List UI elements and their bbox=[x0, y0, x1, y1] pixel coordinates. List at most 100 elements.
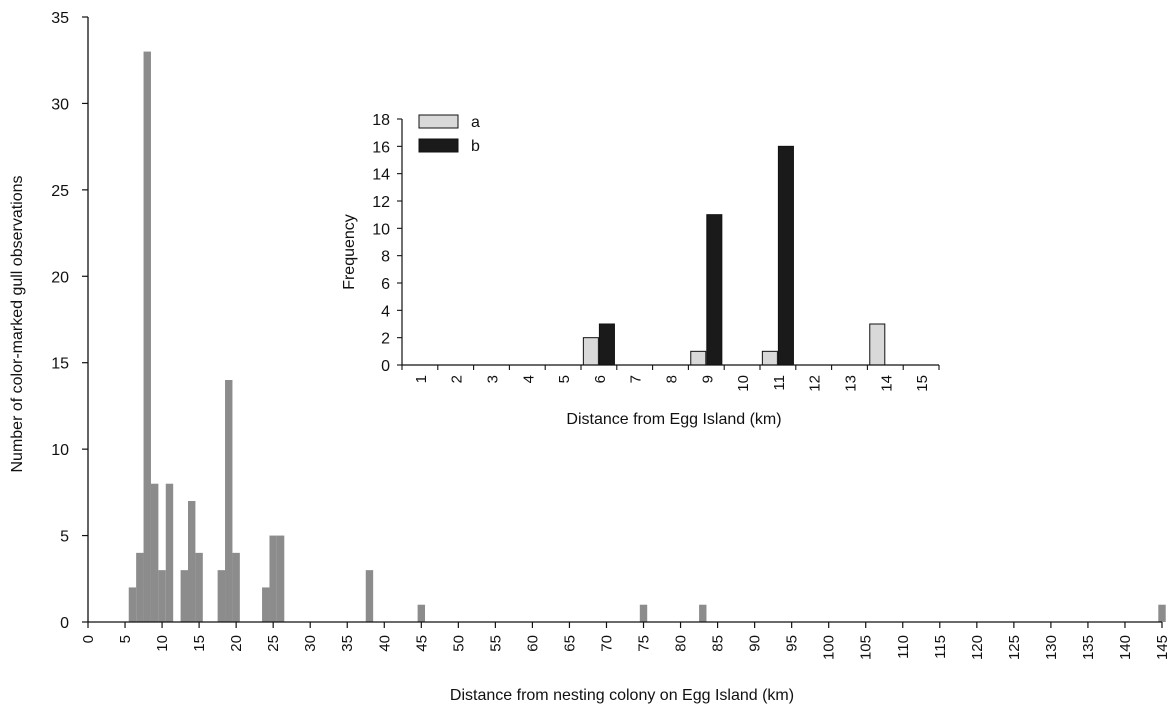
main-bar bbox=[158, 570, 166, 622]
main-x-tick-label: 95 bbox=[784, 635, 801, 652]
main-x-tick-label: 55 bbox=[487, 635, 504, 652]
inset-x-tick-label: 7 bbox=[628, 375, 645, 383]
main-x-tick-label: 10 bbox=[154, 635, 171, 652]
legend-swatch-a bbox=[418, 114, 459, 129]
inset-x-tick-label: 10 bbox=[735, 375, 752, 392]
inset-x-tick-label: 13 bbox=[843, 375, 860, 392]
main-x-tick-label: 25 bbox=[265, 635, 282, 652]
main-y-tick-label: 0 bbox=[60, 615, 69, 632]
main-bar bbox=[639, 604, 648, 622]
main-x-tick-label: 0 bbox=[80, 635, 97, 643]
main-y-tick-label: 25 bbox=[51, 183, 69, 200]
main-bar bbox=[276, 535, 285, 622]
main-x-tick-label: 125 bbox=[1006, 635, 1023, 660]
inset-x-tick-label: 5 bbox=[556, 375, 573, 383]
main-bar bbox=[143, 51, 151, 622]
main-x-tick-label: 80 bbox=[673, 635, 690, 652]
inset-x-tick-label: 1 bbox=[413, 375, 430, 383]
main-x-tick-label: 130 bbox=[1043, 635, 1060, 660]
inset-y-tick-label: 0 bbox=[381, 358, 390, 375]
inset-x-tick-label: 9 bbox=[699, 375, 716, 383]
main-bar bbox=[128, 587, 137, 622]
main-x-tick-label: 145 bbox=[1154, 635, 1171, 660]
main-x-tick-label: 45 bbox=[413, 635, 430, 652]
main-bar bbox=[1158, 604, 1166, 622]
inset-bars bbox=[582, 145, 886, 366]
main-bar bbox=[417, 604, 426, 622]
main-bar bbox=[195, 552, 203, 622]
main-bar bbox=[217, 570, 226, 622]
main-y-tick-label: 20 bbox=[51, 269, 69, 286]
main-x-tick-label: 85 bbox=[710, 635, 727, 652]
inset-x-tick-label: 3 bbox=[485, 375, 502, 383]
inset-x-tick-label: 6 bbox=[592, 375, 609, 383]
inset-x-tick-label: 14 bbox=[878, 375, 895, 392]
main-x-tick-label: 100 bbox=[821, 635, 838, 660]
inset-y-tick-label: 6 bbox=[381, 276, 390, 293]
main-bars bbox=[128, 51, 1166, 622]
inset-y-tick-label: 10 bbox=[372, 221, 390, 238]
main-x-tick-label: 120 bbox=[969, 635, 986, 660]
main-x-axis-label: Distance from nesting colony on Egg Isla… bbox=[450, 687, 794, 704]
main-y-tick-label: 30 bbox=[51, 96, 69, 113]
inset-bar-b bbox=[777, 145, 794, 366]
main-x-tick-label: 5 bbox=[117, 635, 134, 643]
inset-bar-b bbox=[706, 214, 723, 366]
main-x-tick-label: 140 bbox=[1117, 635, 1134, 660]
main-y-tick-label: 15 bbox=[51, 356, 69, 373]
inset-x-tick-label: 8 bbox=[664, 375, 681, 383]
inset-x-tick-label: 11 bbox=[771, 375, 788, 391]
main-x-tick-label: 65 bbox=[561, 635, 578, 652]
inset-bar-a bbox=[690, 350, 707, 366]
legend-label-b: b bbox=[471, 138, 480, 155]
inset-bar-a bbox=[869, 323, 886, 366]
main-bar bbox=[269, 535, 277, 622]
main-bar bbox=[136, 552, 144, 622]
inset-bar-a bbox=[761, 350, 778, 366]
main-x-tick-label: 15 bbox=[191, 635, 208, 652]
main-bar bbox=[165, 483, 174, 622]
main-x-tick-label: 135 bbox=[1080, 635, 1097, 660]
main-x-tick-label: 90 bbox=[747, 635, 764, 652]
main-bar bbox=[187, 501, 196, 622]
main-bar bbox=[150, 483, 159, 622]
main-bar bbox=[225, 380, 233, 622]
main-bar bbox=[262, 587, 270, 622]
main-x-tick-label: 35 bbox=[339, 635, 356, 652]
main-x-tick-label: 115 bbox=[932, 635, 949, 659]
main-x-tick-label: 70 bbox=[598, 635, 615, 652]
inset-x-tick-label: 15 bbox=[914, 375, 931, 392]
main-bar bbox=[699, 604, 707, 622]
main-x-tick-label: 40 bbox=[376, 635, 393, 652]
main-y-tick-label: 35 bbox=[51, 10, 69, 27]
inset-x-tick-label: 12 bbox=[807, 375, 824, 392]
main-bar bbox=[365, 570, 374, 622]
legend-swatch-b bbox=[418, 138, 459, 153]
inset-x-tick-label: 2 bbox=[449, 375, 466, 383]
main-y-tick-label: 5 bbox=[60, 529, 69, 546]
inset-legend: ab bbox=[418, 114, 480, 155]
inset-y-tick-label: 16 bbox=[372, 139, 390, 156]
main-y-tick-label: 10 bbox=[51, 442, 69, 459]
inset-y-tick-label: 18 bbox=[372, 112, 390, 129]
inset-y-tick-label: 14 bbox=[372, 167, 390, 184]
inset-y-tick-label: 2 bbox=[381, 331, 390, 348]
main-x-tick-label: 75 bbox=[636, 635, 653, 652]
inset-y-ticks: 0 2 4 6 8 10 12 14 16 18 bbox=[372, 112, 402, 375]
main-x-tick-label: 60 bbox=[524, 635, 541, 652]
inset-y-tick-label: 12 bbox=[372, 194, 390, 211]
main-bar bbox=[232, 552, 240, 622]
inset-x-tick-label: 4 bbox=[520, 375, 537, 383]
inset-bar-b bbox=[598, 323, 615, 366]
inset-x-ticks: 1 2 3 4 5 6 7 8 9 10 11 12 13 14 15 bbox=[401, 365, 940, 392]
main-x-tick-label: 105 bbox=[858, 635, 875, 660]
inset-y-tick-label: 8 bbox=[381, 249, 390, 266]
main-x-tick-label: 50 bbox=[450, 635, 467, 652]
inset-y-tick-label: 4 bbox=[381, 303, 390, 320]
inset-x-axis-label: Distance from Egg Island (km) bbox=[566, 411, 781, 428]
inset-bar-a bbox=[582, 337, 599, 366]
main-x-tick-label: 110 bbox=[895, 635, 912, 659]
